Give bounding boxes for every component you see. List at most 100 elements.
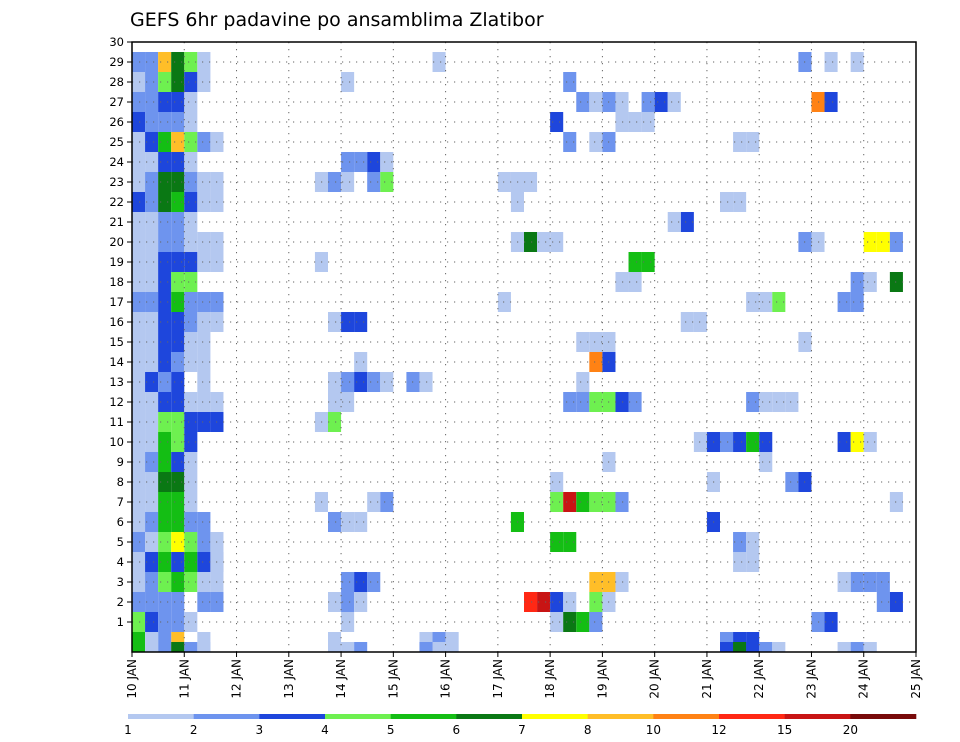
x-tick-label: 24 JAN xyxy=(857,659,871,699)
heatmap-cell xyxy=(576,372,590,392)
heatmap-cell xyxy=(171,552,185,572)
heatmap-cell xyxy=(837,292,851,312)
heatmap-cell xyxy=(132,372,146,392)
heatmap-cell xyxy=(850,292,864,312)
heatmap-cell xyxy=(145,252,159,272)
heatmap-cell xyxy=(876,592,890,612)
heatmap-cell xyxy=(328,172,342,192)
y-tick-label: 12 xyxy=(109,395,124,409)
x-tick-label: 20 JAN xyxy=(648,659,662,699)
heatmap-cell xyxy=(197,52,211,72)
heatmap-cell xyxy=(158,252,172,272)
heatmap-cell xyxy=(733,432,747,452)
heatmap-cell xyxy=(759,452,773,472)
colorbar-swatch xyxy=(128,714,194,719)
y-tick-label: 23 xyxy=(109,175,124,189)
heatmap-cell xyxy=(171,112,185,132)
heatmap-cell xyxy=(184,492,198,512)
heatmap-cell xyxy=(145,312,159,332)
heatmap-cell xyxy=(589,572,603,592)
heatmap-cell xyxy=(132,272,146,292)
colorbar-label: 20 xyxy=(843,723,858,737)
heatmap-cell xyxy=(158,212,172,232)
heatmap-cell xyxy=(132,352,146,372)
heatmap-cell xyxy=(132,52,146,72)
heatmap-cell xyxy=(158,572,172,592)
heatmap-cell xyxy=(184,642,198,652)
colorbar-label: 6 xyxy=(453,723,461,737)
heatmap-cell xyxy=(197,372,211,392)
heatmap-cell xyxy=(197,552,211,572)
heatmap-cell xyxy=(328,412,342,432)
heatmap-cell xyxy=(171,592,185,612)
heatmap-cell xyxy=(184,92,198,112)
heatmap-cell xyxy=(759,642,773,652)
x-tick-label: 13 JAN xyxy=(282,659,296,699)
heatmap-cell xyxy=(158,312,172,332)
heatmap-cell xyxy=(158,392,172,412)
y-tick-label: 2 xyxy=(117,595,124,609)
heatmap-cell xyxy=(341,372,355,392)
heatmap-cell xyxy=(132,552,146,572)
y-tick-label: 3 xyxy=(117,575,124,589)
heatmap-cell xyxy=(145,532,159,552)
heatmap-cell xyxy=(497,172,511,192)
x-tick-label: 17 JAN xyxy=(491,659,505,699)
heatmap-cell xyxy=(863,432,877,452)
heatmap-cell xyxy=(132,532,146,552)
heatmap-cell xyxy=(524,172,538,192)
heatmap-cell xyxy=(145,132,159,152)
y-tick-label: 13 xyxy=(109,375,124,389)
y-tick-label: 25 xyxy=(109,135,124,149)
heatmap-cell xyxy=(145,592,159,612)
colorbar-swatch xyxy=(456,714,523,719)
heatmap-cell xyxy=(876,232,890,252)
heatmap-cell xyxy=(746,132,760,152)
heatmap-cell xyxy=(341,572,355,592)
heatmap-cell xyxy=(184,192,198,212)
y-tick-label: 20 xyxy=(109,235,124,249)
heatmap-cell xyxy=(145,632,159,652)
heatmap-cell xyxy=(380,372,394,392)
heatmap-cell xyxy=(132,472,146,492)
heatmap-cell xyxy=(184,292,198,312)
heatmap-cell xyxy=(550,492,564,512)
heatmap-cell xyxy=(824,92,838,112)
heatmap-cell xyxy=(863,232,877,252)
heatmap-cell xyxy=(145,492,159,512)
y-tick-label: 4 xyxy=(117,555,124,569)
heatmap-cell xyxy=(693,432,707,452)
heatmap-cell xyxy=(184,572,198,592)
heatmap-cell xyxy=(171,412,185,432)
heatmap-cell xyxy=(197,572,211,592)
heatmap-cell xyxy=(158,132,172,152)
heatmap-cell xyxy=(341,642,355,652)
heatmap-cell xyxy=(171,232,185,252)
heatmap-cell xyxy=(328,512,342,532)
heatmap-cell xyxy=(354,592,368,612)
heatmap-cell xyxy=(158,92,172,112)
heatmap-cell xyxy=(824,612,838,632)
heatmap-cell xyxy=(328,392,342,412)
heatmap-cell xyxy=(132,152,146,172)
heatmap-cell xyxy=(197,642,211,652)
colorbar-swatch xyxy=(259,714,326,719)
heatmap-cell xyxy=(850,52,864,72)
heatmap-cell xyxy=(354,352,368,372)
heatmap-cell xyxy=(889,232,903,252)
colorbar-swatch xyxy=(587,714,654,719)
y-tick-label: 11 xyxy=(109,415,124,429)
heatmap-cell xyxy=(785,392,799,412)
heatmap-cell xyxy=(746,552,760,572)
heatmap-cell xyxy=(550,532,564,552)
y-tick-label: 24 xyxy=(109,155,124,169)
heatmap-cell xyxy=(132,112,146,132)
y-tick-label: 28 xyxy=(109,75,124,89)
colorbar-label: 7 xyxy=(518,723,526,737)
heatmap-cell xyxy=(184,132,198,152)
plot-frame xyxy=(131,41,917,653)
heatmap-cell xyxy=(197,392,211,412)
heatmap-cell xyxy=(850,572,864,592)
heatmap-cell xyxy=(328,592,342,612)
heatmap-cell xyxy=(132,452,146,472)
